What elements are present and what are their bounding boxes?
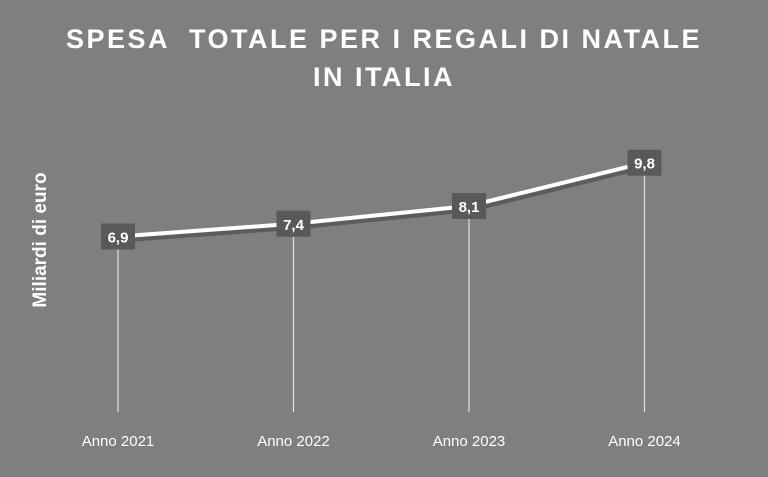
data-label-box [276, 210, 311, 237]
data-label-box [627, 149, 662, 176]
data-label: 8,1 [459, 199, 480, 216]
data-label-box [452, 192, 486, 219]
chart-title: SPESA TOTALE PER I REGALI DI NATALE IN I… [65, 24, 703, 92]
data-label: 6,9 [108, 229, 129, 246]
data-label: 9,8 [634, 156, 655, 173]
x-tick-label: Anno 2022 [257, 433, 330, 450]
x-tick-label: Anno 2024 [608, 433, 681, 450]
x-tick-label: Anno 2023 [433, 433, 506, 450]
data-label-box [101, 223, 135, 250]
series-line-shadow [119, 164, 647, 243]
x-tick-label: Anno 2021 [82, 433, 155, 450]
data-label: 7,4 [283, 217, 305, 234]
series-line [116, 160, 647, 239]
